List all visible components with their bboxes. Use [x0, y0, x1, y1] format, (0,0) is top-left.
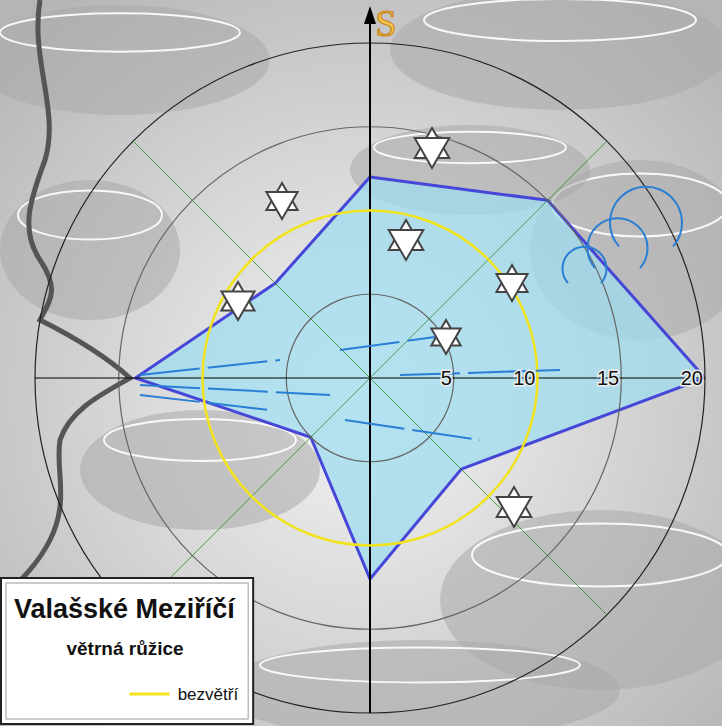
axis-arrow [364, 6, 376, 24]
star [222, 292, 255, 321]
star [497, 497, 532, 527]
star [266, 192, 297, 219]
wind-swirl [587, 218, 647, 268]
legend-swatch [129, 693, 169, 696]
tick-label: 5 [441, 367, 452, 389]
cloud-edge [260, 648, 580, 683]
star [431, 329, 460, 355]
cloud-edge [424, 0, 696, 41]
wind-line [345, 420, 480, 440]
face-outline [0, 0, 130, 600]
wind-line [400, 370, 560, 375]
star [496, 274, 527, 301]
title-box [1, 578, 253, 724]
cloud-edge [18, 191, 162, 240]
legend-label: bezvětří [178, 685, 239, 704]
cloud-edge [104, 419, 296, 461]
tick-label: 20 [681, 367, 703, 389]
subtitle: větrná růžice [66, 638, 183, 659]
wind-line [140, 360, 280, 375]
title-box-inner [6, 583, 248, 719]
tick-label: 10 [513, 367, 535, 389]
cloud [220, 640, 620, 726]
title: Valašské Meziříčí [14, 594, 236, 624]
direction-label: S [375, 2, 396, 44]
axis-ns [369, 14, 371, 713]
cloud [0, 180, 180, 320]
cloud-edge [472, 524, 722, 587]
wind-swirl [563, 247, 607, 284]
cloud [390, 0, 722, 110]
star [389, 230, 424, 260]
wind-line [140, 395, 270, 410]
wind-line [140, 385, 330, 395]
wind-rose: 5 10 15 20 S Valašské Meziříčí větrná růžice be… [0, 0, 722, 726]
wind-swirl [610, 187, 682, 247]
tick-label: 15 [597, 367, 619, 389]
star [415, 138, 450, 168]
calm-circle [203, 211, 538, 546]
